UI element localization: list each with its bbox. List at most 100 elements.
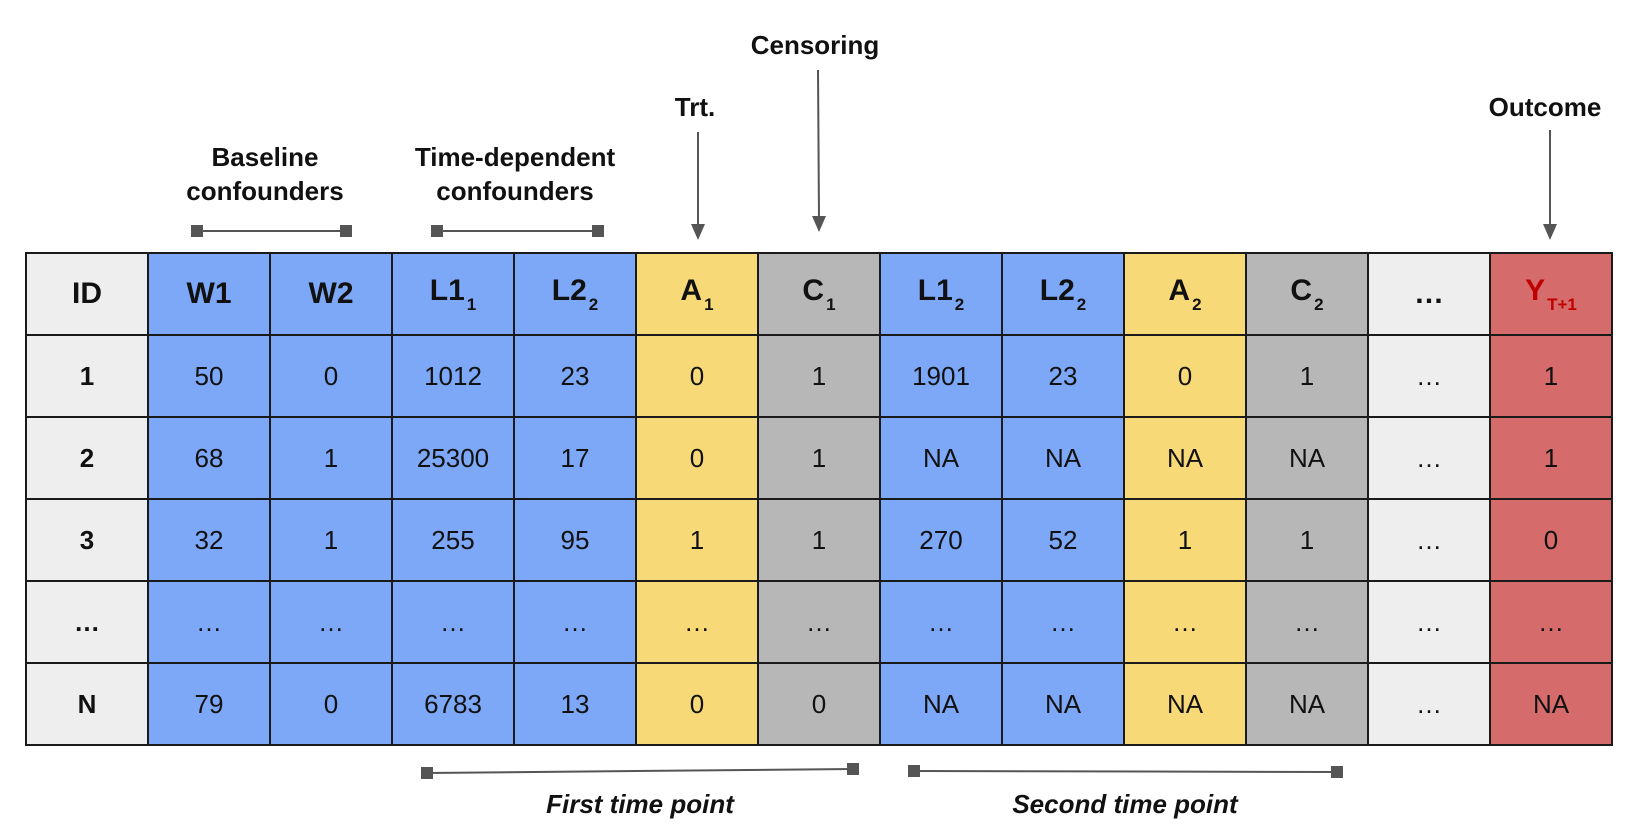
table-cell: 1901 bbox=[879, 334, 1003, 418]
table-cell: 1 bbox=[757, 416, 881, 500]
table-cell: 79 bbox=[147, 662, 271, 746]
table-cell: … bbox=[1489, 580, 1613, 664]
time-dependent-label-line2: confounders bbox=[436, 176, 594, 206]
censoring-arrow bbox=[817, 69, 820, 219]
table-cell: 0 bbox=[269, 334, 393, 418]
column-header-name: C bbox=[802, 273, 825, 307]
table-cell: NA bbox=[1001, 416, 1125, 500]
table-cell: 52 bbox=[1001, 498, 1125, 582]
column-header-name: L1 bbox=[429, 273, 465, 307]
table-cell: … bbox=[1367, 334, 1491, 418]
row-id-cell: 3 bbox=[25, 498, 149, 582]
row-id-cell: 2 bbox=[25, 416, 149, 500]
column-header-subscript: 2 bbox=[1076, 294, 1087, 314]
first-time-point-label: First time point bbox=[546, 789, 734, 819]
table-cell: … bbox=[757, 580, 881, 664]
column-header-subscript: 1 bbox=[704, 294, 714, 314]
table-cell: 13 bbox=[513, 662, 637, 746]
table-cell: 25300 bbox=[391, 416, 515, 500]
header-row: ID W1 W2 L1 1 L2 2 A 1 C 1 L1 2 L2 2 A 2 C 2… Y T+1 bbox=[25, 252, 1613, 336]
table-cell: … bbox=[1367, 580, 1491, 664]
baseline-bracket-left-cap bbox=[191, 225, 203, 237]
table-row: ………………………………… bbox=[25, 580, 1613, 664]
table-cell: NA bbox=[879, 416, 1003, 500]
column-header-subscript: 2 bbox=[1192, 294, 1202, 314]
table-cell: … bbox=[635, 580, 759, 664]
column-header-name: A bbox=[680, 273, 703, 307]
column-header: L2 2 bbox=[513, 252, 637, 336]
time-dependent-bracket-right-cap bbox=[592, 225, 604, 237]
table-cell: 0 bbox=[635, 662, 759, 746]
row-id-cell: … bbox=[25, 580, 149, 664]
table-cell: NA bbox=[1245, 416, 1369, 500]
table-cell: 23 bbox=[1001, 334, 1125, 418]
table-cell: … bbox=[1123, 580, 1247, 664]
row-id-cell: N bbox=[25, 662, 149, 746]
table-cell: … bbox=[1367, 416, 1491, 500]
table-cell: 1 bbox=[1489, 416, 1613, 500]
first-time-point-bracket-right-cap bbox=[847, 763, 859, 775]
table-cell: 1 bbox=[757, 498, 881, 582]
time-dependent-label-line1: Time-dependent bbox=[414, 142, 616, 172]
baseline-confounders-label: Baseline confounders bbox=[175, 140, 355, 208]
column-header-name: L1 bbox=[917, 273, 953, 307]
table-cell: NA bbox=[1001, 662, 1125, 746]
column-header-name: C bbox=[1290, 273, 1313, 307]
table-cell: 1 bbox=[757, 334, 881, 418]
table-cell: 6783 bbox=[391, 662, 515, 746]
second-time-point-bracket-left-cap bbox=[908, 765, 920, 777]
table-cell: 68 bbox=[147, 416, 271, 500]
table-cell: 0 bbox=[635, 416, 759, 500]
time-dependent-bracket-left-cap bbox=[431, 225, 443, 237]
table-cell: NA bbox=[1245, 662, 1369, 746]
column-header: Y T+1 bbox=[1489, 252, 1613, 336]
table-cell: 0 bbox=[269, 662, 393, 746]
column-header: W1 bbox=[147, 252, 271, 336]
table-cell: … bbox=[391, 580, 515, 664]
data-table: ID W1 W2 L1 1 L2 2 A 1 C 1 L1 2 L2 2 A 2 C 2… Y T+1 1 50 0 1012 2… bbox=[25, 252, 1613, 746]
table-cell: 17 bbox=[513, 416, 637, 500]
table-cell: 1 bbox=[269, 416, 393, 500]
treatment-arrowhead bbox=[691, 224, 705, 240]
column-header: L1 2 bbox=[879, 252, 1003, 336]
column-header-subscript: 1 bbox=[466, 294, 477, 314]
table-cell: 95 bbox=[513, 498, 637, 582]
column-header-name: ID bbox=[72, 277, 102, 310]
table-cell: … bbox=[1245, 580, 1369, 664]
table-row: N 79 0 6783 13 0 0 NA NA NA NA… NA bbox=[25, 662, 1613, 746]
table-cell: … bbox=[879, 580, 1003, 664]
table-cell: 1 bbox=[1245, 498, 1369, 582]
table-cell: 50 bbox=[147, 334, 271, 418]
row-id-cell: 1 bbox=[25, 334, 149, 418]
table-cell: 1 bbox=[1123, 498, 1247, 582]
table-body: ID W1 W2 L1 1 L2 2 A 1 C 1 L1 2 L2 2 A 2 C 2… Y T+1 1 50 0 1012 2… bbox=[25, 252, 1613, 746]
table-cell: NA bbox=[1123, 662, 1247, 746]
column-header-name: L2 bbox=[1039, 273, 1075, 307]
outcome-label: Outcome bbox=[1488, 92, 1602, 122]
column-header-name: W1 bbox=[186, 277, 232, 310]
table-cell: 1 bbox=[269, 498, 393, 582]
treatment-label: Trt. bbox=[674, 92, 716, 122]
outcome-arrowhead bbox=[1543, 224, 1557, 240]
table-cell: 1 bbox=[635, 498, 759, 582]
baseline-label-line2: confounders bbox=[186, 176, 344, 206]
table-cell: 0 bbox=[1489, 498, 1613, 582]
first-time-point-bracket-left-cap bbox=[421, 767, 433, 779]
column-header: L2 2 bbox=[1001, 252, 1125, 336]
second-time-point-bracket bbox=[913, 770, 1338, 773]
column-header-subscript: 2 bbox=[954, 294, 965, 314]
column-header-subscript: T+1 bbox=[1547, 294, 1577, 314]
table-cell: 0 bbox=[757, 662, 881, 746]
column-header-subscript: 1 bbox=[826, 294, 836, 314]
column-header: ID bbox=[25, 252, 149, 336]
table-cell: … bbox=[1001, 580, 1125, 664]
censoring-arrowhead bbox=[812, 216, 826, 232]
table-cell: … bbox=[1367, 498, 1491, 582]
table-row: 3 32 1 255 95 1 1 270 52 1 1… 0 bbox=[25, 498, 1613, 582]
table-cell: … bbox=[269, 580, 393, 664]
baseline-bracket-right-cap bbox=[340, 225, 352, 237]
column-header-name: W2 bbox=[308, 277, 354, 310]
table-cell: … bbox=[1367, 662, 1491, 746]
